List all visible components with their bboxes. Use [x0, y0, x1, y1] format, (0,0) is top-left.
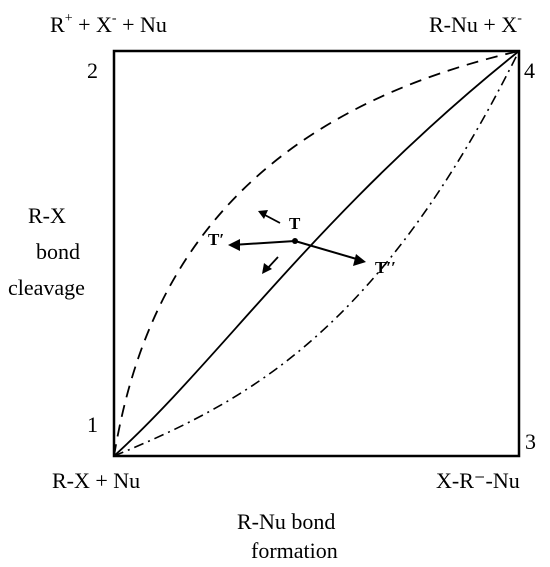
corner-2-tail: + Nu	[116, 12, 167, 37]
arrow-up-left	[262, 213, 281, 224]
corner-2-number: 2	[87, 58, 98, 83]
corner-2-species-label: R+ + X- + Nu	[50, 11, 167, 37]
transition-state-t-label: T	[289, 214, 301, 233]
y-axis-label-line-2: bond	[36, 239, 80, 264]
corner-3-species-label: X-R⁻-Nu	[436, 468, 520, 493]
corner-3-number: 3	[525, 429, 536, 454]
corner-4-species-label: R-Nu + X-	[429, 11, 522, 37]
transition-state-t-prime-label: T′	[208, 230, 225, 249]
dashed-reaction-path	[113, 50, 520, 457]
arrowhead-t-prime	[228, 239, 240, 251]
x-axis-label-line-2: formation	[251, 538, 338, 563]
arrowhead-t-double-prime	[353, 254, 366, 266]
corner-1-number: 1	[87, 412, 98, 437]
arrow-to-t-double-prime	[294, 240, 361, 261]
arrowhead-up-left	[258, 210, 268, 219]
corner-2-charge-1: +	[64, 11, 73, 26]
corner-1-species-label: R-X + Nu	[52, 468, 141, 493]
corner-2-species: R	[50, 12, 65, 37]
solid-reaction-path	[113, 50, 520, 457]
corner-4-number: 4	[524, 58, 535, 83]
diagram-frame	[112, 49, 521, 458]
x-axis-label-line-1: R-Nu bond	[237, 509, 336, 534]
corner-4-charge: -	[517, 11, 522, 26]
y-axis-label-line-1: R-X	[28, 203, 66, 228]
y-axis-label-line-3: cleavage	[8, 275, 85, 300]
corner-2-mid: + X	[72, 12, 112, 37]
corner-2-charge-2: -	[111, 11, 117, 26]
arrow-to-t-prime	[231, 240, 296, 246]
dash-dot-reaction-path	[113, 50, 520, 457]
transition-state-t-double-prime-label: T′′	[375, 258, 396, 277]
corner-4-text: R-Nu + X	[429, 12, 518, 37]
arrowhead-down-left	[262, 263, 272, 274]
